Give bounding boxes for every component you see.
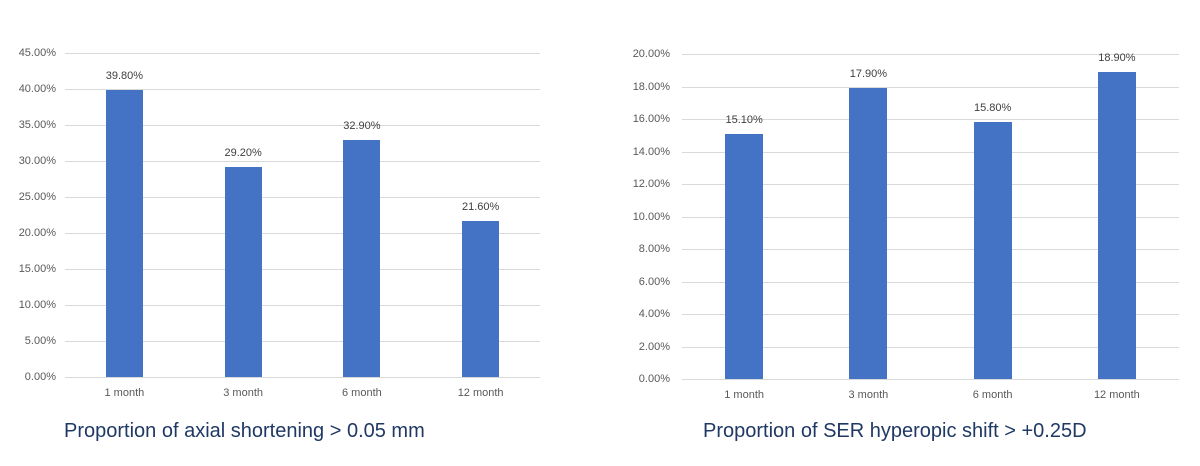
chart-title: Proportion of axial shortening > 0.05 mm — [64, 420, 425, 442]
gridline — [682, 346, 1179, 348]
y-axis-tick-label: 18.00% — [632, 80, 670, 93]
y-axis-tick-label: 14.00% — [632, 145, 670, 158]
y-axis-tick-label: 6.00% — [638, 275, 670, 288]
bar — [1097, 71, 1136, 379]
y-axis-tick-label: 12.00% — [632, 178, 670, 190]
data-label: 18.90% — [1098, 51, 1136, 64]
x-axis-label: 1 month — [104, 387, 145, 399]
gridline — [65, 269, 540, 270]
gridline — [682, 54, 1179, 55]
data-label: 17.90% — [849, 68, 888, 81]
x-axis-label: 1 month — [724, 389, 764, 401]
x-axis-label: 12 month — [1093, 389, 1140, 401]
y-axis-tick-label: 20.00% — [632, 48, 670, 60]
gridline — [682, 249, 1179, 250]
data-label: 29.20% — [224, 146, 262, 159]
x-axis-label: 3 month — [848, 389, 889, 401]
gridline — [682, 151, 1179, 153]
x-axis-label: 3 month — [223, 387, 263, 399]
bar — [105, 90, 143, 377]
data-label: 15.10% — [725, 113, 763, 126]
gridline — [65, 305, 540, 306]
gridline — [65, 341, 540, 342]
y-axis-tick-label: 45.00% — [18, 47, 56, 59]
bar — [343, 140, 381, 377]
gridline — [65, 233, 540, 234]
gridline — [682, 119, 1179, 120]
gridline — [65, 161, 540, 162]
chart-title: Proportion of SER hyperopic shift > +0.2… — [703, 420, 1087, 442]
y-axis-tick-label: 25.00% — [18, 191, 56, 203]
y-axis-tick-label: 20.00% — [18, 227, 56, 239]
y-axis-tick-label: 0.00% — [638, 373, 670, 385]
gridline — [682, 379, 1179, 380]
y-axis-tick-label: 8.00% — [638, 243, 670, 255]
y-axis-tick-label: 2.00% — [638, 340, 670, 353]
y-axis-tick-label: 0.00% — [24, 371, 56, 383]
y-axis-tick-label: 40.00% — [18, 83, 56, 95]
y-axis-tick-label: 4.00% — [638, 308, 670, 320]
data-label: 15.80% — [973, 102, 1012, 115]
axial-shortening-chart: 0.00% 5.00% 10.00% 15.00% 20.00% 25.00% 30.00%… — [18, 47, 540, 442]
gridline — [682, 184, 1179, 185]
gridline — [682, 314, 1179, 315]
gridline — [682, 216, 1179, 218]
y-axis-tick-label: 10.00% — [18, 299, 56, 311]
y-axis-tick-label: 5.00% — [24, 335, 56, 347]
gridline — [65, 377, 540, 378]
gridline — [65, 125, 540, 126]
gridline — [682, 281, 1179, 283]
y-axis-tick-label: 10.00% — [632, 210, 670, 223]
ser-hyperopic-shift-chart: 0.00% 2.00% 4.00% 6.00% 8.00% 10.00% 12.00% 14.… — [600, 0, 1200, 466]
data-label: 39.80% — [105, 70, 144, 83]
y-axis-tick-label: 16.00% — [632, 113, 670, 125]
bar — [973, 122, 1012, 379]
x-axis-label: 6 month — [972, 389, 1013, 401]
x-axis-label: 12 month — [457, 387, 504, 399]
gridline — [65, 89, 540, 90]
y-axis-tick-label: 15.00% — [18, 263, 56, 275]
gridline — [682, 86, 1179, 88]
bar — [849, 88, 888, 379]
gridline — [65, 53, 540, 54]
data-label: 21.60% — [461, 201, 500, 214]
gridline — [65, 197, 540, 198]
bar — [462, 221, 500, 377]
y-axis-tick-label: 30.00% — [18, 155, 56, 167]
bar — [224, 166, 262, 377]
data-label: 32.90% — [343, 120, 381, 133]
bar — [725, 133, 764, 379]
x-axis-label: 6 month — [342, 387, 382, 399]
y-axis-tick-label: 35.00% — [18, 119, 56, 131]
